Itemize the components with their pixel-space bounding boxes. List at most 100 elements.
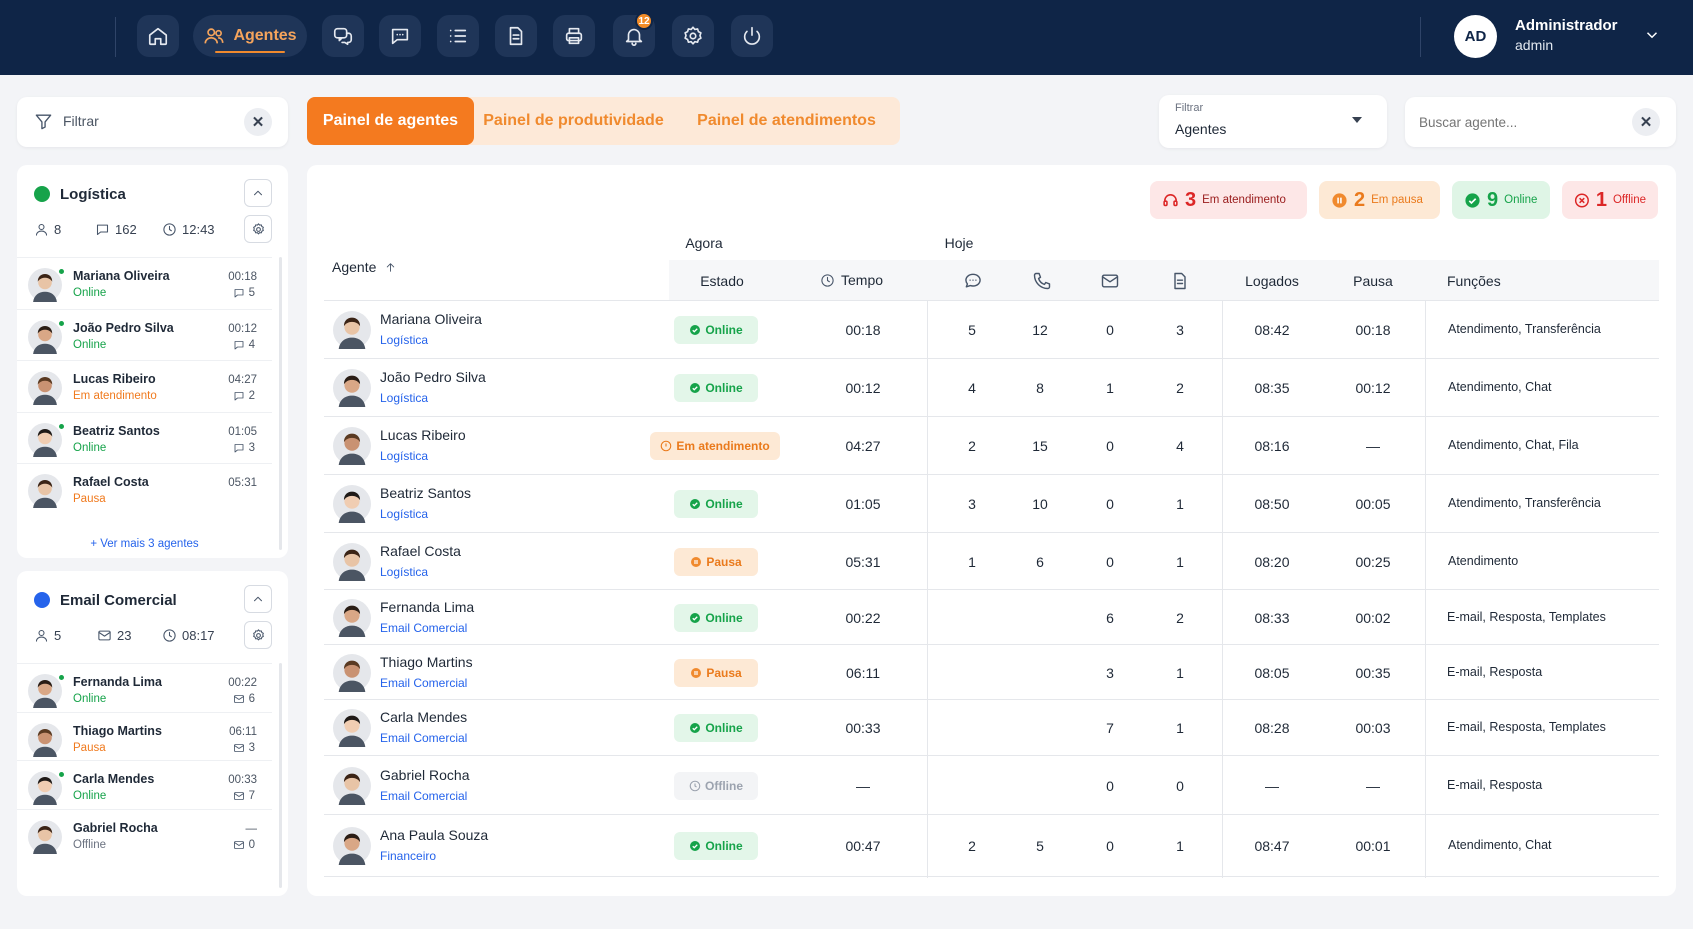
table-row[interactable]: Lucas Ribeiro Logística Em atendimento 04:2… [324,417,1659,475]
sort-agent-header[interactable]: Agente [332,259,397,275]
agent-functions: E-mail, Resposta, Templates [1447,609,1606,624]
agent-team-link[interactable]: Email Comercial [380,788,468,803]
print-button[interactable] [553,15,595,57]
sidebar-agent-row[interactable]: Fernanda Lima Online 00:22 6 [17,663,272,715]
table-row[interactable]: Rafael Costa Logística Pausa 05:31 1 6 0 1 08:20… [324,533,1659,590]
list-icon [449,29,467,43]
avatar-image [28,268,62,302]
sidebar-agent-row[interactable]: Gabriel Rocha Offline — 0 [17,808,272,861]
agent-team-link[interactable]: Email Comercial [380,731,468,745]
clear-search-button[interactable]: ✕ [1632,108,1660,136]
collapse-group-button[interactable] [244,585,272,613]
notifications-button[interactable]: 12 [613,12,655,57]
online-indicator [58,674,65,681]
sidebar-agent-row[interactable]: Rafael Costa Pausa 05:31 [17,463,272,515]
column-state: Estado [700,273,744,289]
table-row[interactable]: Ana Paula Souza Financeiro Online 00:47 2 5 0 1… [324,815,1659,877]
avatar [333,485,371,523]
sidebar-agent-row[interactable]: Carla Mendes Online 00:33 7 [17,760,272,812]
agent-team-link[interactable]: Email Comercial [380,620,468,635]
group-settings-button[interactable] [244,621,272,649]
agent-name: Mariana Oliveira [380,311,482,327]
avatar [28,674,62,708]
table-row[interactable]: Gabriel Rocha Email Comercial Offline — 0 0 — —… [324,756,1659,815]
avatar [333,598,371,637]
reports-button[interactable] [495,15,537,57]
conversations-button[interactable] [322,15,364,57]
time-value: 00:18 [845,322,881,338]
scrollbar[interactable] [279,257,282,550]
sidebar-filter[interactable]: Filtrar ✕ [17,97,288,147]
agent-team-link[interactable]: Financeiro [380,849,437,863]
summary-em-pausa[interactable]: 2 Em pausa [1319,181,1440,219]
agent-count-value: 8 [54,222,62,237]
agent-team-link[interactable]: Email Comercial [380,675,468,690]
pause-time: 00:01 [1355,838,1391,854]
agent-functions: Atendimento, Transferência [1448,496,1601,510]
messages-button[interactable] [379,15,421,57]
group-card-email-comercial: Email Comercial 5 23 08:17 Fernanda Lima… [17,571,288,896]
agent-team-link[interactable]: Logística [380,449,429,463]
agent-team-link[interactable]: Logística [380,333,429,347]
notification-badge: 12 [635,12,653,30]
status-badge: Online [674,316,758,344]
logged-time: 08:33 [1254,609,1290,626]
check-circle-icon [690,841,701,851]
agent-team-link[interactable]: Logística [380,507,429,521]
document-icon [1174,272,1186,290]
agents-nav-button[interactable]: Agentes [193,15,307,57]
divider [324,300,1659,301]
group-settings-button[interactable] [244,215,272,243]
status-label: Online [705,497,743,511]
show-more-agents-link[interactable]: + Ver mais 3 agentes [90,538,199,550]
filter-select[interactable]: Filtrar Agentes [1159,95,1387,148]
table-row[interactable]: Beatriz Santos Logística Online 01:05 3 10 0 1 0… [324,475,1659,533]
avatar [333,542,371,581]
call-count: 15 [1032,438,1048,454]
scrollbar[interactable] [279,663,282,888]
column-agent-label: Agente [332,259,377,275]
table-row[interactable]: Mariana Oliveira Logística Online 00:18 5 12 0… [324,301,1659,359]
sidebar-agent-row[interactable]: Beatriz Santos Online 01:05 3 [17,411,272,464]
collapse-group-button[interactable] [244,179,272,207]
home-button[interactable] [137,15,179,57]
summary-offline[interactable]: 1 Offline [1562,181,1658,219]
message-count-value: 0 [248,838,255,851]
agent-functions: Atendimento, Chat, Fila [1448,438,1579,452]
user-avatar[interactable]: AD [1454,15,1497,58]
time-value: 00:12 [845,380,881,396]
logout-button[interactable] [731,15,773,57]
tab-painel-atendimentos[interactable]: Painel de atendimentos [697,112,876,129]
chevron-down-icon[interactable] [1643,26,1661,44]
tab-painel-produtividade[interactable]: Painel de produtividade [483,112,664,129]
table-row[interactable]: João Pedro Silva Logística Online 00:12 4 8 1 2… [324,359,1659,417]
summary-em-atendimento[interactable]: 3 Em atendimento [1150,181,1307,219]
agent-team-link[interactable]: Logística [380,391,429,405]
check-circle-icon [690,325,701,335]
chat-count: 1 [968,553,976,570]
check-circle-icon [690,383,701,393]
sidebar-agent-row[interactable]: Thiago Martins Pausa 06:11 3 [17,711,272,764]
agent-team-link[interactable]: Logística [380,564,429,579]
table-row[interactable]: Thiago Martins Email Comercial Pausa 06:11 3… [324,645,1659,700]
email-count: 3 [1106,664,1114,681]
sidebar-agent-row[interactable]: Lucas Ribeiro Em atendimento 04:27 2 [17,360,272,412]
settings-button[interactable] [672,15,714,57]
table-row[interactable]: Carla Mendes Email Comercial Online 00:33 7 1… [324,700,1659,756]
filter-icon [35,114,52,130]
pause-icon [1332,192,1347,208]
summary-count: 3 [1185,188,1197,211]
sidebar-agent-row[interactable]: João Pedro Silva Online 00:12 4 [17,308,272,361]
agent-name: Gabriel Rocha [380,766,470,783]
status-label: Online [705,323,743,337]
summary-online[interactable]: 9 Online [1452,181,1550,219]
tab-painel-agentes[interactable]: Painel de agentes [307,97,474,145]
table-row[interactable]: Fernanda Lima Email Comercial Online 00:22 6… [324,590,1659,645]
close-icon: ✕ [1639,114,1653,131]
sidebar-agent-row[interactable]: Mariana Oliveira Online 00:18 5 [17,257,272,309]
search-input[interactable] [1419,110,1619,134]
clear-filter-button[interactable]: ✕ [244,108,272,136]
agent-count-value: 5 [54,628,62,643]
pause-time: — [1366,777,1380,794]
queue-list-button[interactable] [437,15,479,57]
